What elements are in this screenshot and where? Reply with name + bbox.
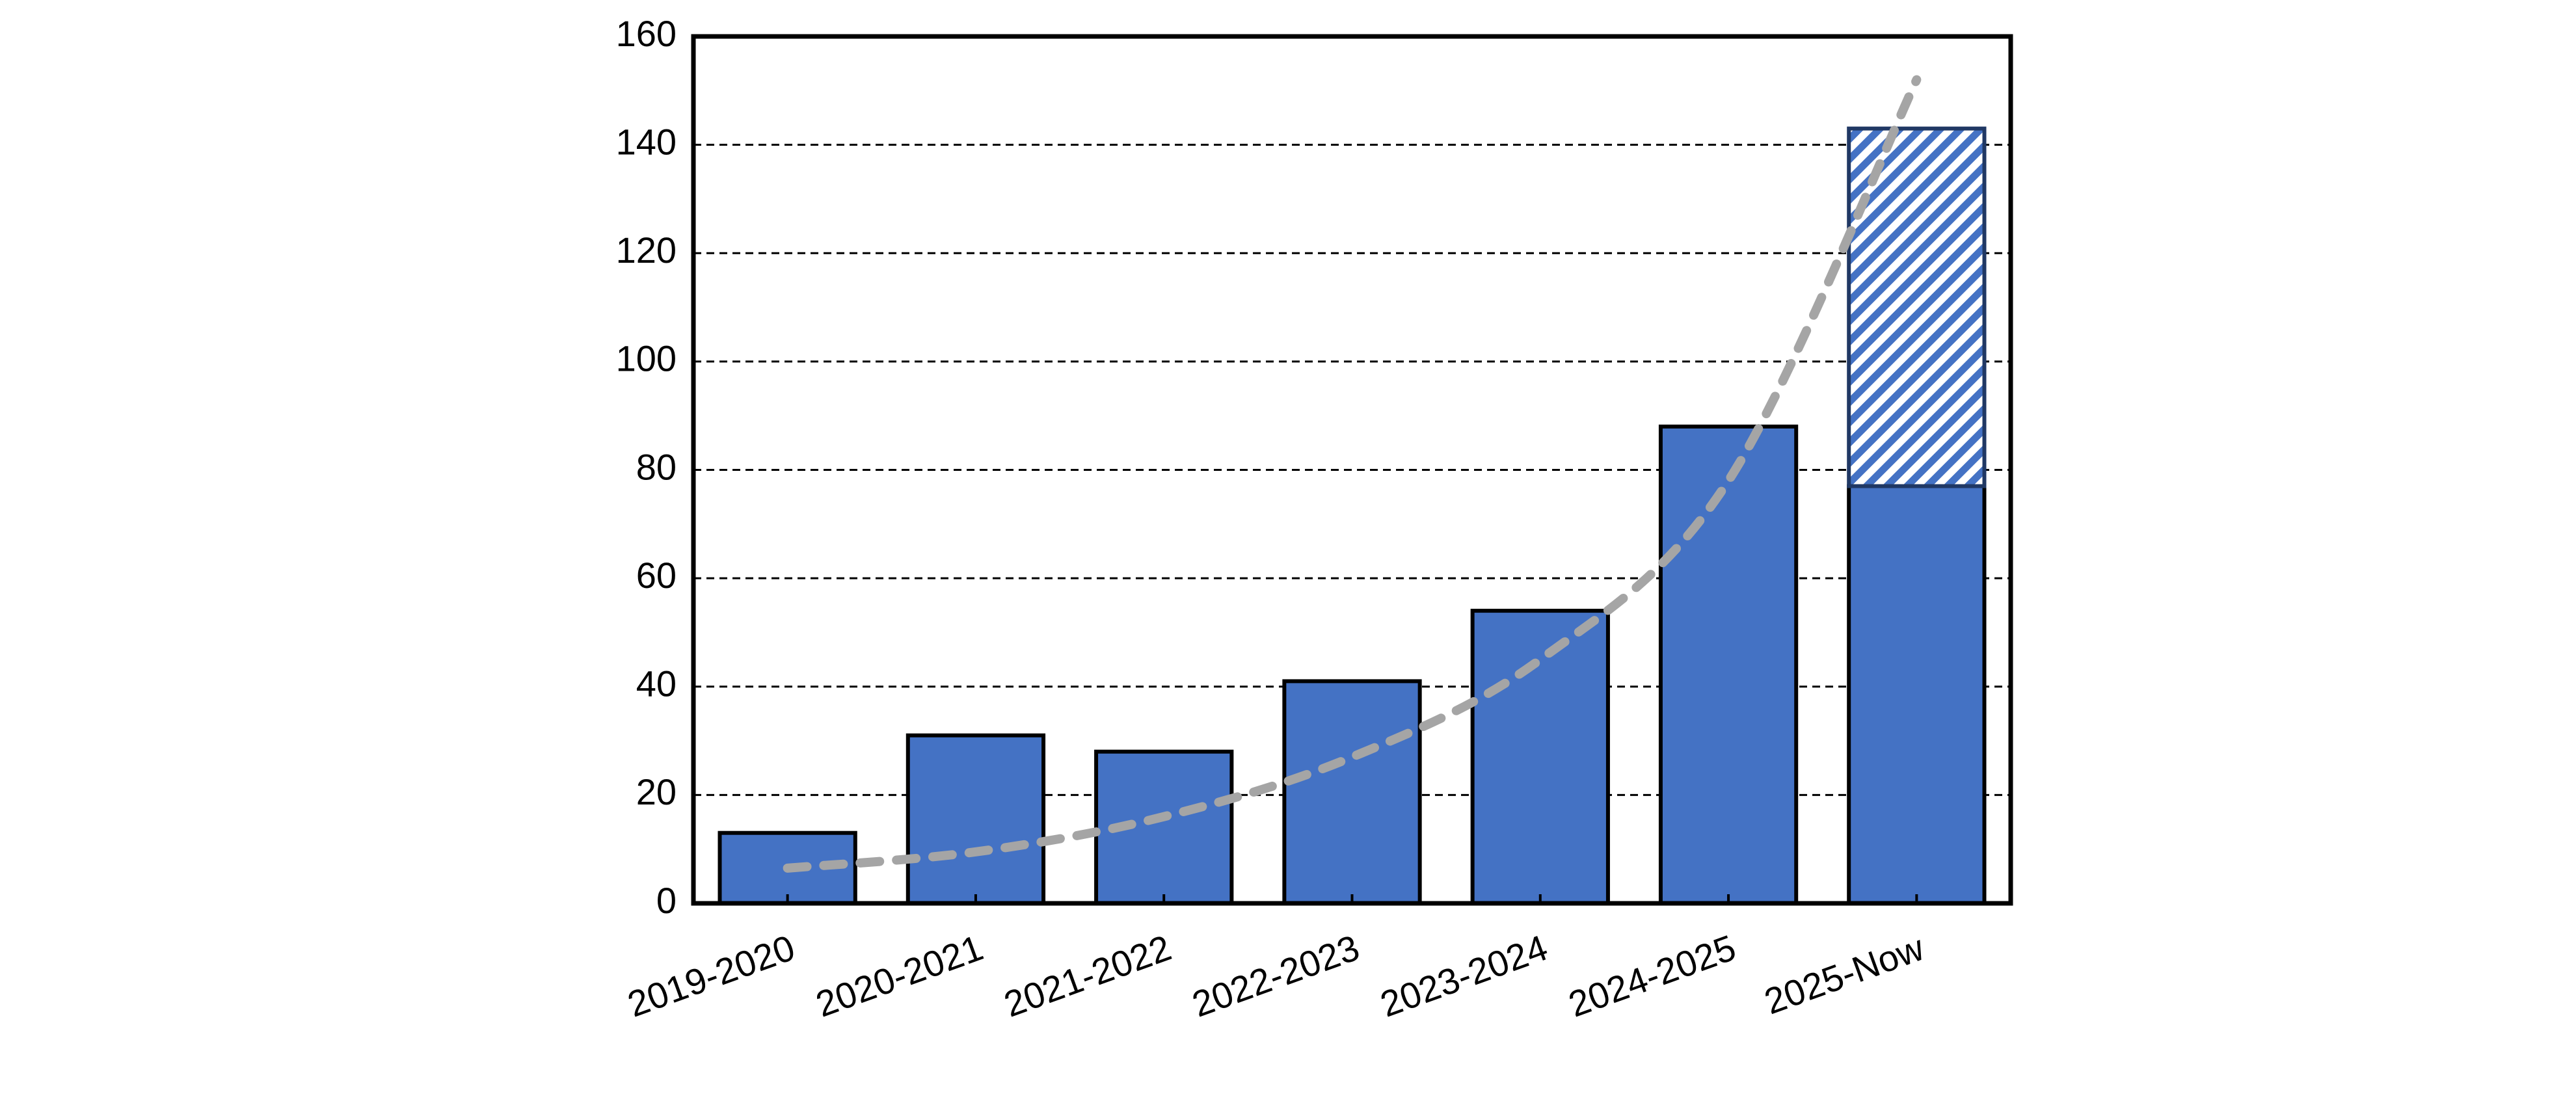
bar-segment bbox=[1847, 484, 1987, 905]
trend-line bbox=[783, 75, 1922, 873]
bar-segment bbox=[1847, 126, 1987, 488]
plot-frame bbox=[691, 34, 2013, 906]
y-tick-label: 80 bbox=[636, 446, 677, 487]
bar-segment bbox=[1470, 609, 1610, 905]
x-tick-label: 2021-2022 bbox=[999, 927, 1176, 1025]
bar-segment bbox=[1282, 679, 1422, 905]
y-tick-label: 60 bbox=[636, 555, 677, 596]
y-tick-label: 40 bbox=[636, 663, 677, 704]
y-tick-label: 0 bbox=[656, 880, 677, 921]
y-tick-label: 20 bbox=[636, 771, 677, 812]
x-tick-label: 2024-2025 bbox=[1563, 927, 1741, 1025]
bar-segment bbox=[1658, 424, 1799, 905]
x-tick-label: 2020-2021 bbox=[811, 927, 988, 1025]
x-tick-label: 2022-2023 bbox=[1187, 927, 1364, 1025]
y-tick-label: 100 bbox=[616, 338, 677, 379]
x-tick-label: 2023-2024 bbox=[1375, 927, 1553, 1025]
bar-segment bbox=[906, 733, 1046, 905]
y-tick-label: 140 bbox=[616, 121, 677, 162]
y-tick-label: 160 bbox=[616, 13, 677, 54]
x-tick-label: 2025-Now bbox=[1759, 927, 1929, 1022]
x-tick-label: 2019-2020 bbox=[623, 927, 800, 1025]
y-tick-label: 120 bbox=[616, 230, 677, 271]
